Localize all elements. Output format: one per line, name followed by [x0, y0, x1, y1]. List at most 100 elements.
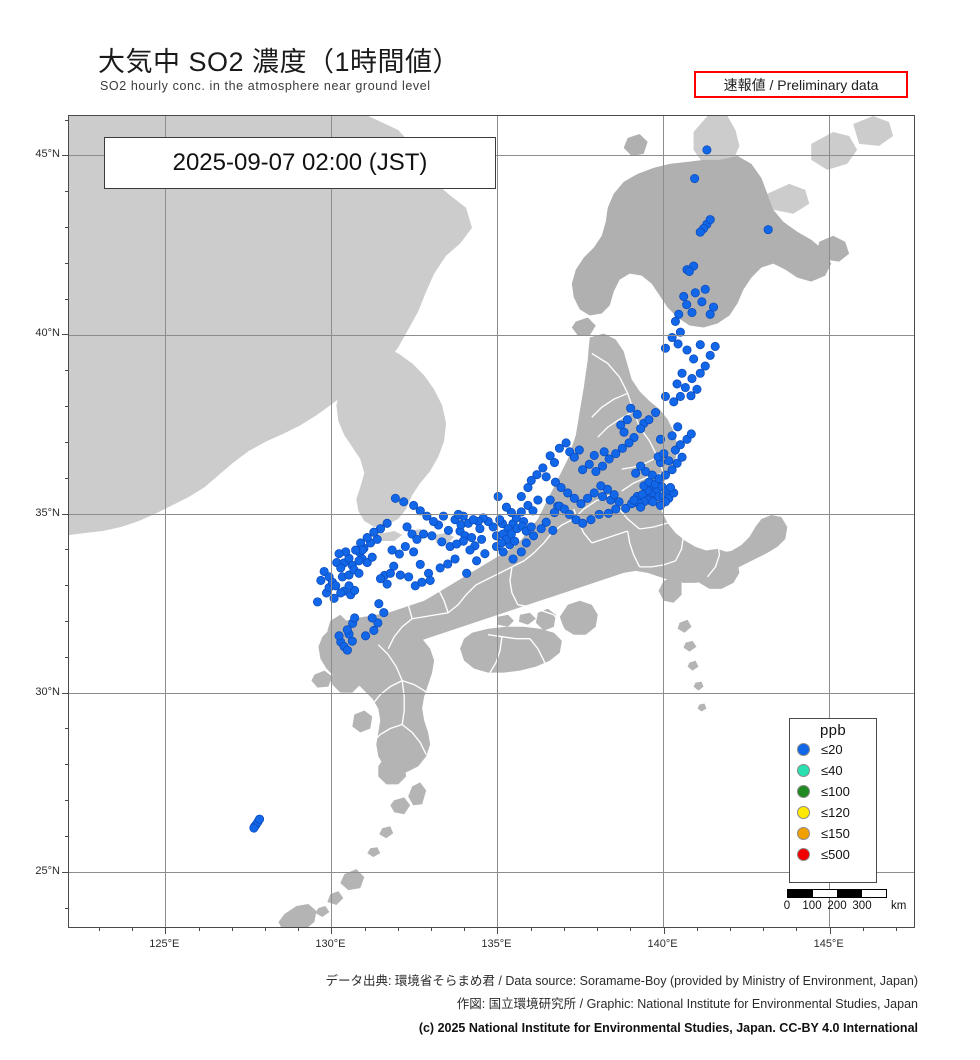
- station-marker: [673, 339, 683, 349]
- station-marker: [334, 631, 344, 641]
- kuril-chain-3: [767, 183, 810, 214]
- station-marker: [556, 483, 566, 493]
- x-tick-123: [98, 927, 100, 931]
- station-marker: [417, 577, 427, 587]
- station-marker: [351, 545, 361, 555]
- station-marker: [480, 549, 490, 559]
- station-marker: [344, 581, 354, 591]
- station-marker: [400, 541, 410, 552]
- station-marker: [677, 368, 687, 378]
- y-axis-label-45: 45°N: [35, 148, 60, 161]
- x-tick-133: [431, 927, 433, 931]
- legend-label: ≤500: [821, 847, 850, 862]
- y-tick-26: [65, 835, 69, 837]
- footer-graphic-credit: 作図: 国立環境研究所 / Graphic: National Institut…: [456, 997, 918, 1011]
- gridline-horizontal-25n: [69, 872, 914, 873]
- scale-bar-labels: 0 100 200 300 km: [779, 900, 909, 916]
- station-marker: [614, 497, 624, 507]
- station-marker: [409, 500, 419, 510]
- concentration-legend: ppb ≤20 ≤40 ≤100 ≤120 ≤150 ≤500: [789, 718, 877, 883]
- seto-island-1: [497, 614, 514, 627]
- station-marker: [254, 814, 265, 824]
- station-marker: [664, 456, 674, 466]
- station-marker: [680, 382, 690, 393]
- station-marker: [583, 493, 593, 503]
- station-marker: [554, 443, 564, 453]
- station-marker: [574, 445, 584, 455]
- y-tick-42: [65, 262, 69, 264]
- ulleung-island: [98, 261, 135, 292]
- legend-swatch-icon: [797, 743, 810, 756]
- station-marker: [409, 547, 419, 557]
- gridline-vertical-140e: [663, 116, 665, 927]
- station-marker: [686, 429, 696, 439]
- station-marker: [541, 517, 551, 527]
- station-marker: [450, 554, 460, 564]
- x-tick-141: [696, 927, 698, 931]
- legend-swatch-icon: [797, 764, 810, 777]
- rishiri-island: [623, 133, 648, 156]
- y-tick-46: [65, 119, 69, 121]
- y-tick-30: [62, 692, 69, 694]
- station-marker: [508, 554, 518, 564]
- station-marker: [402, 522, 412, 532]
- station-marker: [690, 173, 700, 184]
- timestamp-box: 2025-09-07 02:00 (JST): [104, 137, 496, 189]
- station-marker: [611, 449, 621, 459]
- station-marker: [334, 549, 344, 559]
- station-marker: [675, 327, 685, 337]
- x-axis-label-135: 135°E: [481, 938, 512, 950]
- station-marker: [578, 518, 588, 528]
- station-marker: [665, 483, 675, 493]
- station-marker: [249, 823, 259, 833]
- station-marker: [644, 415, 654, 425]
- station-marker: [621, 503, 631, 513]
- hokkaido-main: [571, 155, 832, 328]
- hokkaido-nemuro: [817, 235, 850, 262]
- yakushima: [390, 797, 411, 815]
- tanegashima: [408, 782, 427, 806]
- title-text: 大気中 SO2 濃度（1時間値）: [98, 47, 461, 77]
- tokara-1: [379, 826, 394, 839]
- foreign-landmass-layer: [69, 116, 894, 587]
- station-marker: [412, 534, 422, 544]
- station-marker: [629, 495, 639, 505]
- station-marker: [526, 522, 536, 532]
- station-marker: [689, 354, 699, 364]
- gridline-vertical-135e: [497, 116, 498, 927]
- kyushu-main: [348, 630, 435, 773]
- y-tick-34: [65, 549, 69, 551]
- korea-peninsula: [336, 347, 447, 527]
- scale-bar-tick-300: 300: [852, 900, 872, 912]
- legend-swatch-icon: [797, 827, 810, 840]
- izu-island-1: [677, 619, 692, 633]
- station-marker: [435, 563, 445, 573]
- y-tick-28: [65, 764, 69, 766]
- x-tick-124: [132, 927, 134, 931]
- legend-label: ≤150: [821, 826, 850, 841]
- okushiri-island: [571, 317, 596, 336]
- station-marker: [702, 145, 712, 155]
- kii-peninsula: [559, 600, 598, 635]
- kyushu-south-satsuma: [378, 758, 407, 785]
- y-tick-31: [65, 656, 69, 658]
- x-tick-135: [497, 927, 499, 934]
- scale-bar-segment-1: [812, 890, 837, 897]
- amami-oshima: [340, 869, 365, 891]
- station-marker: [603, 508, 614, 518]
- scale-bar-tick-200: 200: [827, 900, 847, 912]
- station-marker: [586, 515, 596, 525]
- station-marker: [427, 531, 437, 541]
- sakhalin-south: [693, 116, 740, 168]
- gridline-vertical-145e: [829, 116, 831, 927]
- station-marker: [374, 599, 384, 609]
- station-marker: [404, 572, 414, 582]
- station-marker: [624, 438, 634, 448]
- footer-copyright: (c) 2025 National Institute for Environm…: [418, 1021, 918, 1035]
- x-tick-132: [397, 927, 399, 931]
- y-tick-40: [62, 334, 69, 336]
- legend-title: ppb: [820, 722, 846, 739]
- y-tick-38: [65, 406, 69, 408]
- legend-row-20: ≤20: [790, 739, 876, 760]
- tsushima: [327, 614, 349, 639]
